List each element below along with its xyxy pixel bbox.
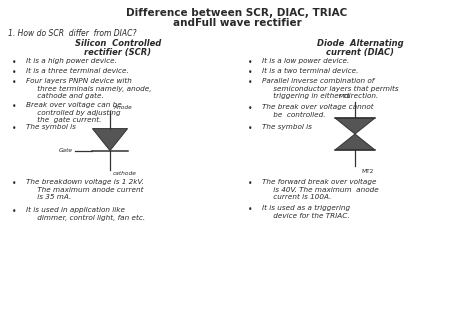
Text: The break over voltage cannot
     be  controlled.: The break over voltage cannot be control… — [262, 104, 374, 118]
Text: It is used as a triggering
     device for the TRIAC.: It is used as a triggering device for th… — [262, 205, 350, 219]
Text: Break over voltage can be
     controlled by adjusting
     the  gate current.: Break over voltage can be controlled by … — [26, 102, 122, 123]
Text: MT2: MT2 — [361, 169, 374, 174]
Text: •: • — [12, 58, 17, 67]
Text: Difference between SCR, DIAC, TRIAC: Difference between SCR, DIAC, TRIAC — [127, 8, 347, 18]
Polygon shape — [92, 129, 128, 151]
Text: Four layers PNPN device with
     three terminals namely, anode,
     cathode an: Four layers PNPN device with three termi… — [26, 78, 152, 100]
Text: The symbol is: The symbol is — [262, 124, 312, 130]
Text: Parallel inverse combination of
     semiconductor layers that permits
     trig: Parallel inverse combination of semicond… — [262, 78, 399, 99]
Text: •: • — [248, 78, 253, 87]
Text: •: • — [248, 68, 253, 77]
Text: •: • — [12, 102, 17, 111]
Text: cathode: cathode — [113, 171, 137, 176]
Text: Anode: Anode — [113, 105, 132, 110]
Polygon shape — [335, 118, 375, 134]
Text: •: • — [248, 124, 253, 133]
Text: andFull wave rectifier: andFull wave rectifier — [173, 18, 301, 28]
Text: •: • — [12, 207, 17, 216]
Text: It is used in application like
     dimmer, control light, fan etc.: It is used in application like dimmer, c… — [26, 207, 145, 221]
Text: It is a three terminal device.: It is a three terminal device. — [26, 68, 129, 74]
Text: It is a high power device.: It is a high power device. — [26, 58, 117, 64]
Text: Silicon  Controlled: Silicon Controlled — [75, 39, 161, 48]
Text: •: • — [248, 58, 253, 67]
Text: •: • — [12, 78, 17, 87]
Text: The breakdown voltage is 1 2kV.
     The maximum anode current
     is 35 mA.: The breakdown voltage is 1 2kV. The maxi… — [26, 179, 144, 200]
Text: It is a low power device.: It is a low power device. — [262, 58, 349, 64]
Text: •: • — [12, 179, 17, 188]
Text: current (DIAC): current (DIAC) — [326, 48, 394, 57]
Text: 1. How do SCR  differ  from DIAC?: 1. How do SCR differ from DIAC? — [8, 29, 137, 38]
Text: •: • — [248, 104, 253, 113]
Text: •: • — [248, 179, 253, 188]
Text: It is a two terminal device.: It is a two terminal device. — [262, 68, 358, 74]
Text: The forward break over voltage
     is 40V. The maximum  anode
     current is 1: The forward break over voltage is 40V. T… — [262, 179, 379, 200]
Text: MT1: MT1 — [339, 94, 351, 99]
Text: Gate: Gate — [59, 148, 73, 153]
Text: Diode  Alternating: Diode Alternating — [317, 39, 403, 48]
Polygon shape — [335, 134, 375, 150]
Text: •: • — [12, 124, 17, 133]
Text: rectifier (SCR): rectifier (SCR) — [84, 48, 152, 57]
Text: The symbol is: The symbol is — [26, 124, 76, 130]
Text: •: • — [248, 205, 253, 214]
Text: •: • — [12, 68, 17, 77]
